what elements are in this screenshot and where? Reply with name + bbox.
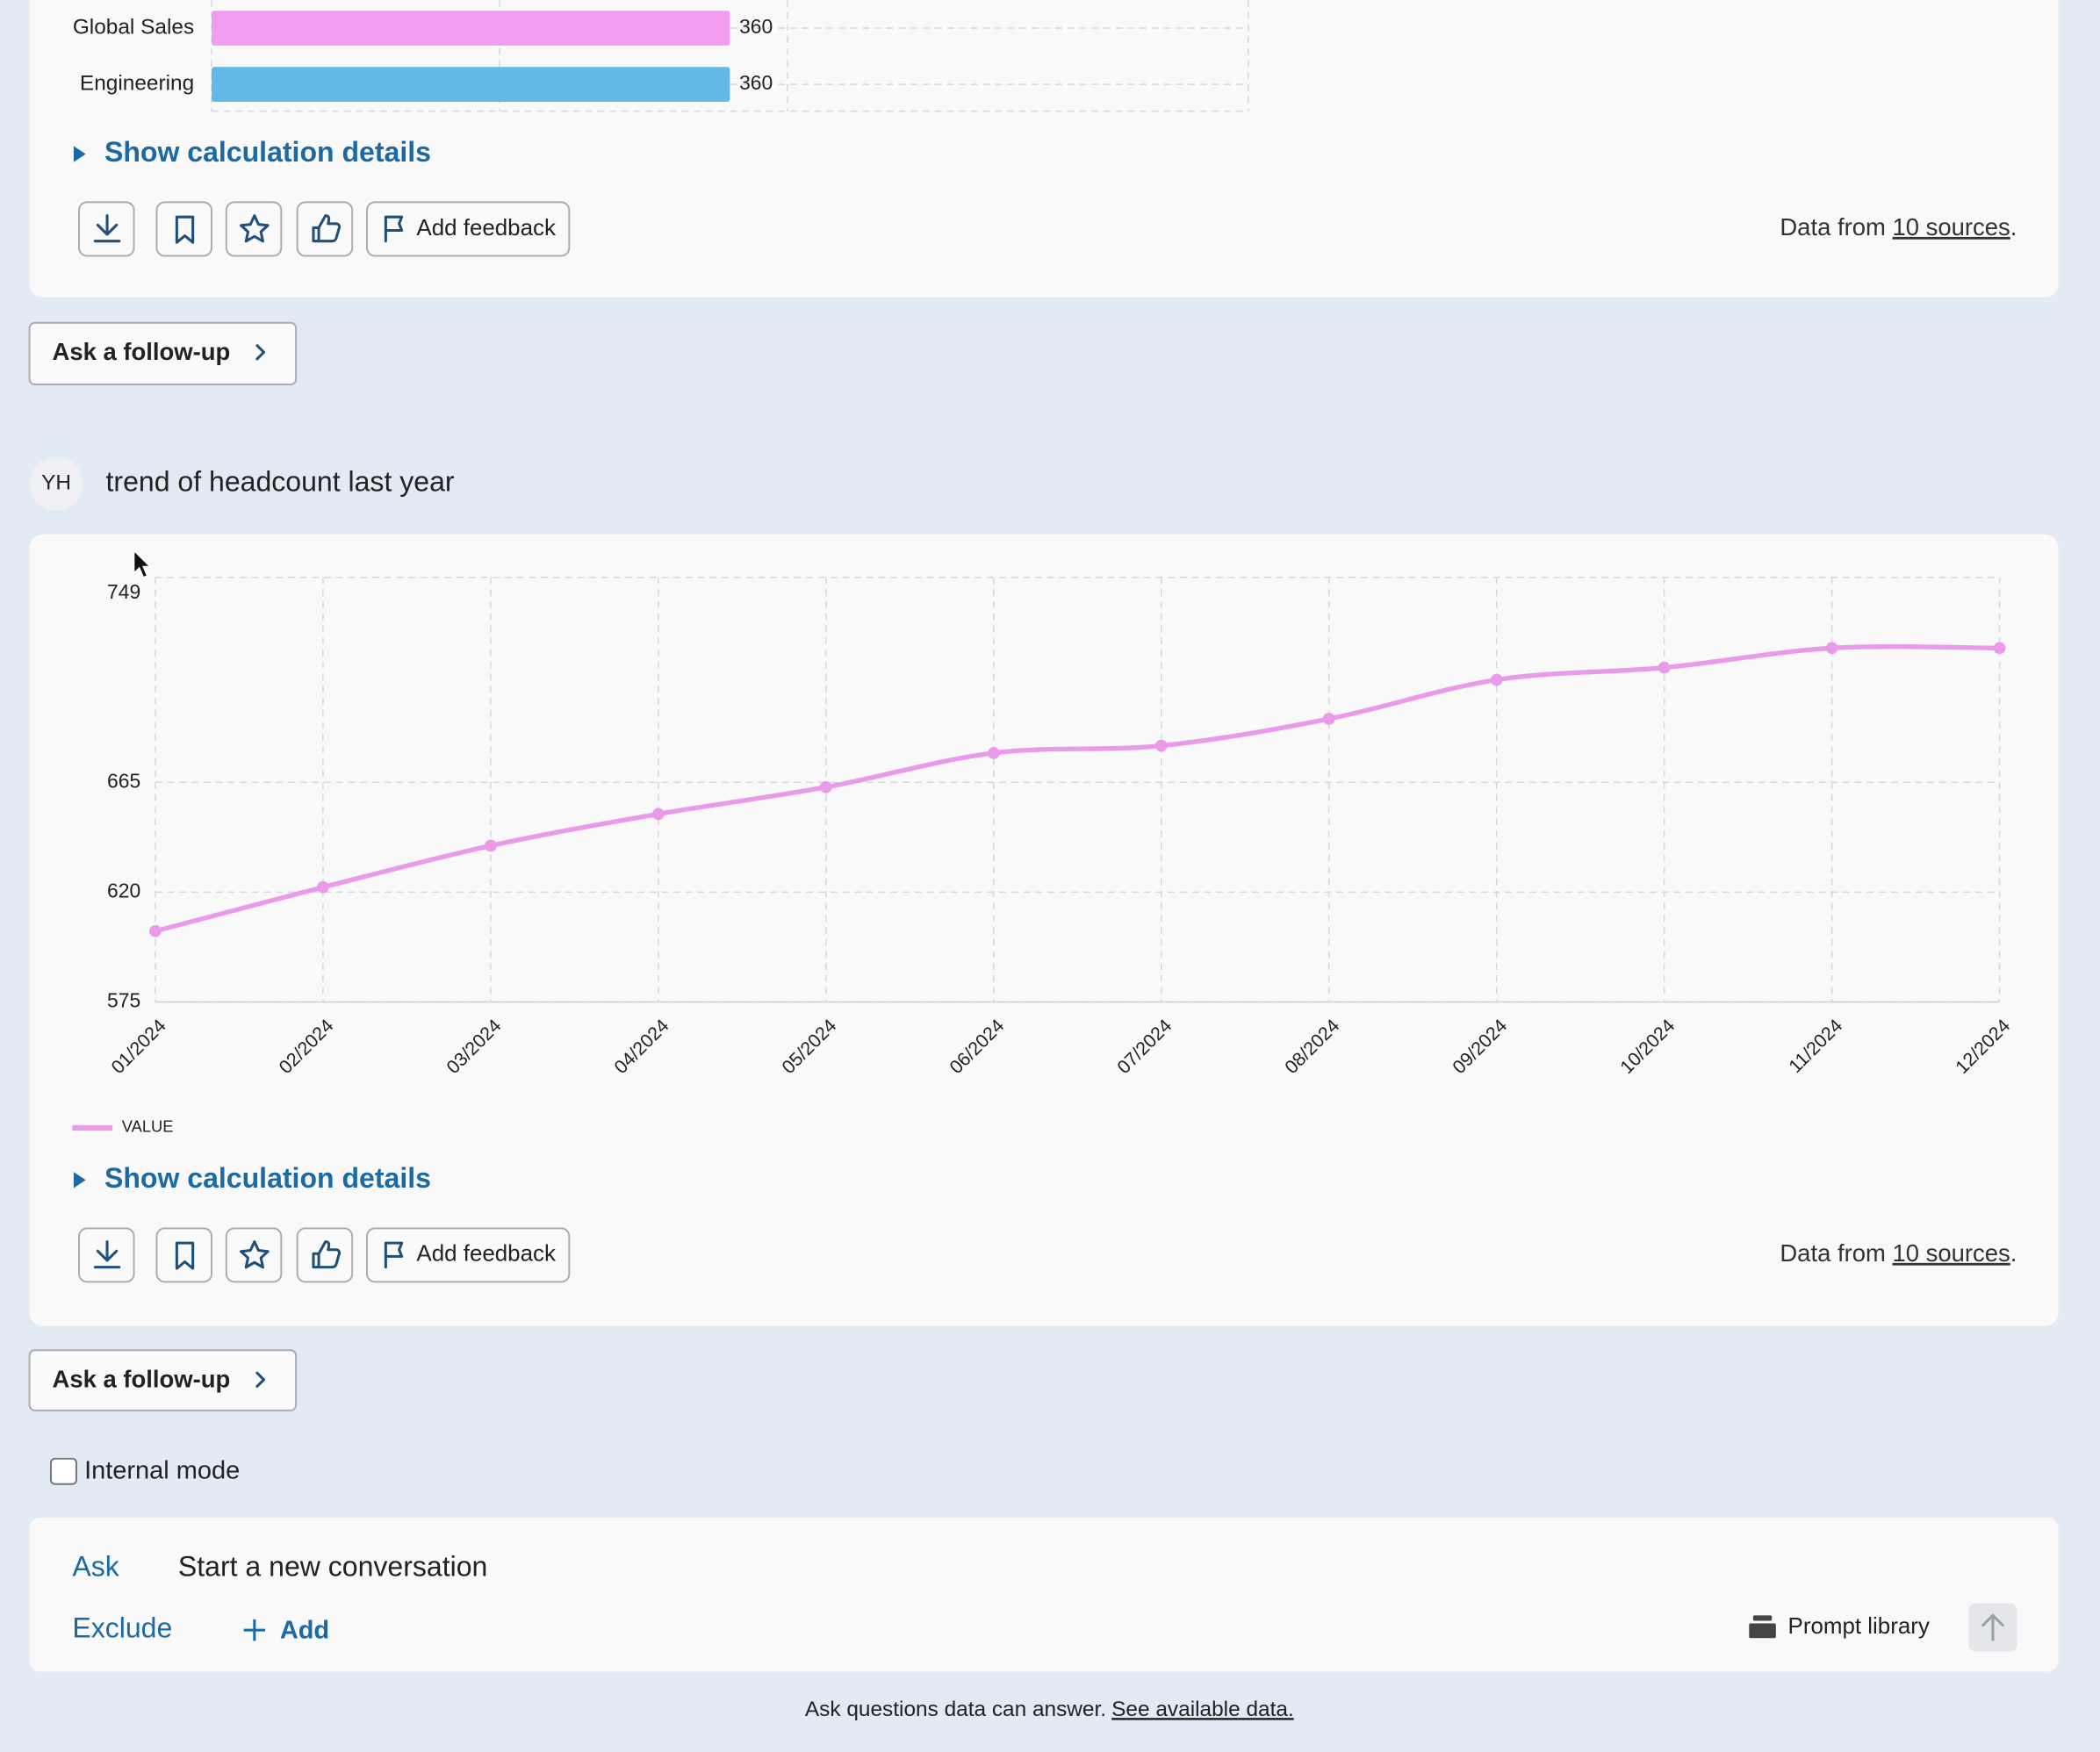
show-details[interactable]: Show calculation details [104,1162,431,1194]
footer-text: Ask questions data can answer. [805,1698,1106,1721]
send-button[interactable] [1968,1603,2017,1652]
button-frame [365,201,571,257]
chevron-icon [255,344,266,361]
button-frame [28,321,298,385]
footer-link[interactable]: See available data. [1111,1698,1294,1721]
point [1658,661,1671,674]
disclosure-icon [73,146,86,162]
icon-button[interactable] [296,201,354,257]
bar [212,67,730,102]
bar-chart: Global Sales 360 Engineering 360 Show calcul… [73,0,2017,257]
button-frame [28,1349,298,1411]
y-tick-label: 575 [107,988,140,1011]
download-icon [93,1240,121,1269]
cursor [133,549,152,578]
point [819,780,832,793]
y-tick-label: Engineering [80,72,194,96]
sources-link[interactable]: 10 sources [1893,1239,2010,1267]
data-sources: Data from 10 sources. [1780,213,2017,241]
prompt-library[interactable]: Prompt library [1749,1614,1930,1639]
point [1322,713,1335,725]
value-label: 360 [739,71,773,94]
avatar [29,456,83,511]
star-icon [240,1240,270,1269]
y-tick-label: 665 [107,769,140,792]
icon-button[interactable] [296,1227,354,1283]
button-frame [365,1227,571,1283]
library-icon [1752,1615,1773,1621]
point [317,880,329,894]
download-icon [93,214,121,243]
point [1490,673,1503,686]
question: trend of headcount last year [106,465,455,497]
follow-up-button[interactable]: Ask a follow-up [28,1349,298,1411]
show-details[interactable]: Show calculation details [104,136,431,168]
library-icon [1749,1623,1776,1639]
checkbox[interactable] [49,1457,77,1485]
data-from: Data from [1780,1239,1886,1267]
prompt-library-label: Prompt library [1788,1614,1930,1639]
plus-icon [243,1619,266,1641]
feedback-button[interactable]: Add feedback [365,1227,571,1283]
point [485,839,497,852]
composer [29,1517,2059,1672]
ask-label: Ask [72,1550,119,1582]
point [651,808,665,821]
point [149,924,162,937]
avatar-initials: YH [41,470,71,494]
sources-link[interactable]: 10 sources [1893,213,2010,241]
flag-icon [384,1241,404,1269]
follow-up-button[interactable]: Ask a follow-up [28,321,298,385]
arrow-icon [1981,1613,2005,1641]
disclosure-icon [73,1172,86,1188]
button-label: Ask a follow-up [52,1366,230,1393]
thumb-icon [312,214,342,243]
bookmark-icon [175,1241,195,1270]
exclude-label: Exclude [72,1612,172,1644]
period: . [2010,213,2017,241]
icon-button[interactable] [225,201,283,257]
bookmark-icon [175,215,195,244]
flag-icon [384,215,404,243]
bar [212,11,730,46]
icon-button[interactable] [225,1227,283,1283]
add-exclusion[interactable]: Add [243,1616,329,1644]
legend-label: VALUE [122,1117,174,1136]
chevron-icon [255,1371,266,1388]
y-tick-label: 620 [107,879,140,901]
checkbox-label: Internal mode [84,1457,240,1485]
icon-button[interactable] [155,201,213,257]
point [1993,642,2006,655]
data-sources: Data from 10 sources. [1780,1239,2017,1267]
y-tick-label: Global Sales [73,15,194,39]
value-label: 360 [739,15,773,38]
point [1825,642,1838,655]
point [987,747,1000,759]
feedback-button[interactable]: Add feedback [365,201,571,257]
period: . [2010,1239,2017,1267]
star-icon [240,214,270,243]
thumb-icon [312,1240,342,1269]
y-tick-label: 749 [107,580,140,603]
button-label: Ask a follow-up [52,338,230,365]
button-label: Add feedback [416,216,556,241]
data-from: Data from [1780,213,1886,241]
line [155,644,2000,934]
answer-card [29,534,2059,1326]
add-label: Add [280,1616,329,1644]
button-label: Add feedback [416,1242,556,1267]
point [1154,739,1168,752]
icon-button[interactable] [155,1227,213,1283]
ask-input[interactable]: Start a new conversation [178,1550,487,1582]
